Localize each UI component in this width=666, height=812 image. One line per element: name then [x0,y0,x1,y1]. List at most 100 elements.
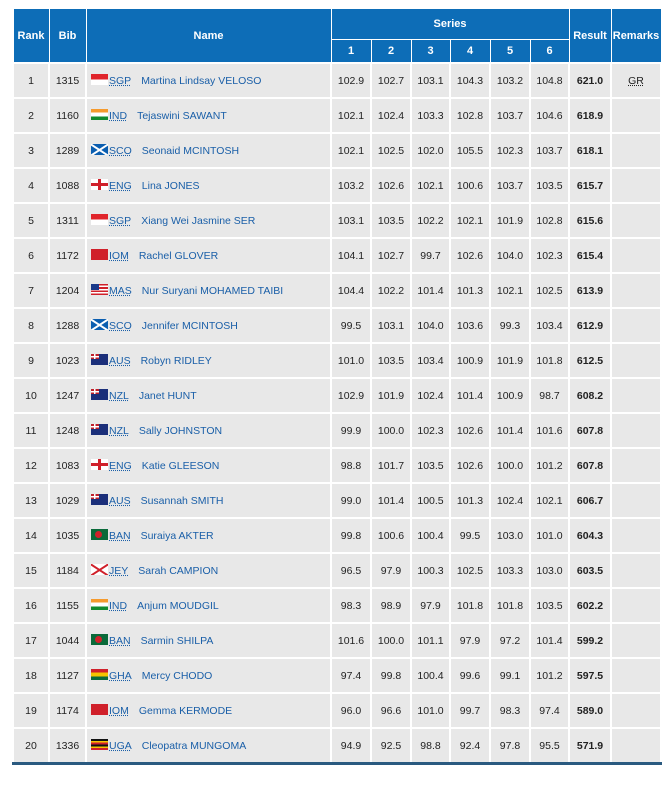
country-link[interactable]: AUS [109,355,131,367]
series-1-cell: 104.1 [330,237,372,274]
athlete-link[interactable]: Nur Suryani MOHAMED TAIBI [141,285,284,297]
series-6-cell: 101.0 [529,517,570,554]
series-5-cell: 103.0 [489,517,531,554]
remarks-cell [610,307,662,344]
flag-ban-icon [91,529,108,540]
series-6-cell: 102.1 [529,482,570,519]
flag-aus-icon [91,494,108,505]
result-cell: 615.4 [568,237,612,274]
series-1-cell: 99.8 [330,517,372,554]
series-5-cell: 101.4 [489,412,531,449]
result-cell: 571.9 [568,727,612,765]
series-3-cell: 103.1 [410,62,451,99]
country-link[interactable]: SCO [109,145,132,157]
athlete-link[interactable]: Janet HUNT [138,390,197,402]
table-row: 11 1248 NZL Sally JOHNSTON 99.9 100.0 102.3 102… [12,412,662,449]
athlete-link[interactable]: Anjum MOUDGIL [137,600,219,612]
country-link[interactable]: IND [109,110,128,122]
athlete-link[interactable]: Robyn RIDLEY [140,355,212,367]
series-2-cell: 98.9 [370,587,412,624]
country-link[interactable]: AUS [109,495,131,507]
series-6-cell: 103.5 [529,167,570,204]
series-6-cell: 101.6 [529,412,570,449]
country-link[interactable]: ENG [109,460,132,472]
series-4-cell: 102.6 [449,412,491,449]
remarks-cell [610,377,662,414]
country-link[interactable]: JEY [109,565,129,577]
country-link[interactable]: NZL [109,425,129,437]
series-3-cell: 100.4 [410,657,451,694]
series-4-cell: 101.3 [449,482,491,519]
athlete-link[interactable]: Susannah SMITH [140,495,224,507]
country-link[interactable]: BAN [109,530,131,542]
athlete-link[interactable]: Rachel GLOVER [138,250,219,262]
athlete-link[interactable]: Suraiya AKTER [140,530,214,542]
result-cell: 606.7 [568,482,612,519]
country-link[interactable]: BAN [109,635,131,647]
series-2-cell: 92.5 [370,727,412,765]
flag-sgp-icon [91,74,108,85]
series-3-cell: 102.2 [410,202,451,239]
series-3-cell: 97.9 [410,587,451,624]
header-result: Result [568,8,612,64]
result-cell: 612.9 [568,307,612,344]
country-link[interactable]: GHA [109,670,132,682]
athlete-link[interactable]: Jennifer MCINTOSH [141,320,238,332]
country-link[interactable]: SCO [109,320,132,332]
rank-cell: 2 [12,97,50,134]
table-row: 6 1172 IOM Rachel GLOVER 104.1 102.7 99.7 102.6… [12,237,662,274]
series-2-cell: 100.0 [370,412,412,449]
athlete-link[interactable]: Sally JOHNSTON [138,425,223,437]
athlete-link[interactable]: Martina Lindsay VELOSO [141,75,262,87]
country-link[interactable]: SGP [109,215,132,227]
series-4-cell: 100.6 [449,167,491,204]
result-cell: 615.7 [568,167,612,204]
series-1-cell: 104.4 [330,272,372,309]
athlete-link[interactable]: Mercy CHODO [141,670,213,682]
name-cell: NZL Janet HUNT [85,377,332,414]
country-link[interactable]: IOM [109,250,129,262]
flag-sco-icon [91,319,108,330]
series-3-cell: 100.4 [410,517,451,554]
athlete-link[interactable]: Katie GLEESON [141,460,220,472]
header-series-5: 5 [489,39,531,64]
country-link[interactable]: IOM [109,705,129,717]
name-cell: IOM Gemma KERMODE [85,692,332,729]
country-link[interactable]: ENG [109,180,132,192]
country-link[interactable]: UGA [109,740,132,752]
flag-eng-icon [91,459,108,470]
athlete-link[interactable]: Sarmin SHILPA [140,635,214,647]
flag-iom-icon [91,704,108,715]
flag-ind-icon [91,599,108,610]
header-remarks: Remarks [610,8,662,64]
series-6-cell: 103.5 [529,587,570,624]
country-link[interactable]: MAS [109,285,132,297]
series-6-cell: 98.7 [529,377,570,414]
result-cell: 618.9 [568,97,612,134]
series-5-cell: 101.9 [489,342,531,379]
athlete-link[interactable]: Seonaid MCINTOSH [141,145,240,157]
series-6-cell: 97.4 [529,692,570,729]
series-5-cell: 100.9 [489,377,531,414]
country-link[interactable]: SGP [109,75,132,87]
athlete-link[interactable]: Lina JONES [141,180,200,192]
name-cell: ENG Lina JONES [85,167,332,204]
series-4-cell: 99.7 [449,692,491,729]
country-link[interactable]: NZL [109,390,129,402]
header-series: Series [330,8,570,40]
bib-cell: 1029 [48,482,87,519]
series-3-cell: 98.8 [410,727,451,765]
athlete-link[interactable]: Xiang Wei Jasmine SER [141,215,256,227]
bib-cell: 1155 [48,587,87,624]
table-row: 5 1311 SGP Xiang Wei Jasmine SER 103.1 103.5 1… [12,202,662,239]
athlete-link[interactable]: Tejaswini SAWANT [137,110,227,122]
series-3-cell: 104.0 [410,307,451,344]
athlete-link[interactable]: Cleopatra MUNGOMA [141,740,247,752]
country-link[interactable]: IND [109,600,128,612]
athlete-link[interactable]: Gemma KERMODE [138,705,233,717]
series-6-cell: 95.5 [529,727,570,765]
table-row: 14 1035 BAN Suraiya AKTER 99.8 100.6 100.4 99.5… [12,517,662,554]
flag-iom-icon [91,249,108,260]
name-cell: ENG Katie GLEESON [85,447,332,484]
athlete-link[interactable]: Sarah CAMPION [138,565,219,577]
